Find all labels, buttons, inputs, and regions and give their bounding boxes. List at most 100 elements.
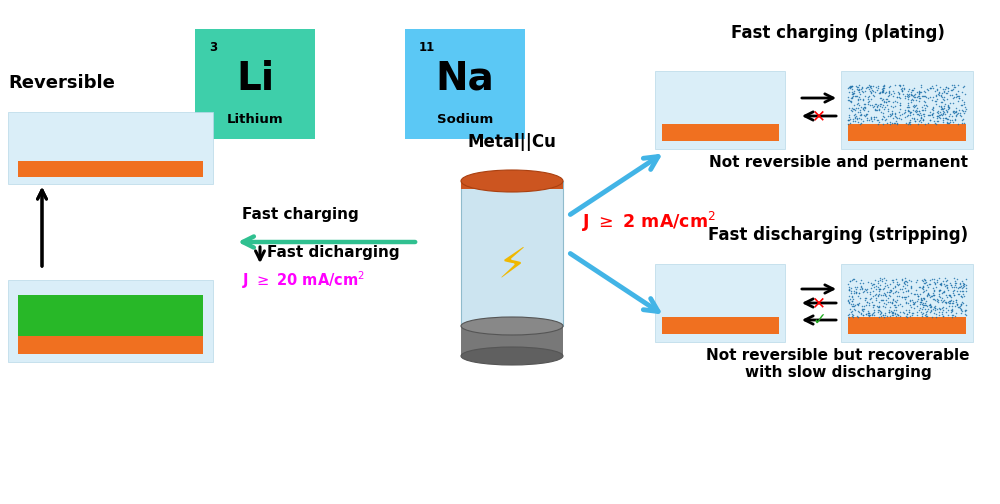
Point <box>845 311 861 319</box>
Point <box>900 119 916 128</box>
Point <box>928 119 944 128</box>
Point <box>845 92 861 100</box>
Point <box>875 302 891 310</box>
Point <box>917 98 933 106</box>
Point <box>876 289 892 297</box>
Point <box>896 309 912 317</box>
Point <box>930 296 946 304</box>
Point <box>880 283 896 291</box>
Point <box>888 116 904 124</box>
Point <box>913 298 929 306</box>
Point <box>926 291 942 299</box>
Point <box>904 91 920 99</box>
Point <box>913 82 929 90</box>
Point <box>917 104 933 112</box>
Point <box>906 93 922 101</box>
Point <box>902 301 918 309</box>
Point <box>875 296 891 304</box>
Point <box>854 84 870 92</box>
Point <box>870 82 886 90</box>
Point <box>871 313 887 321</box>
Point <box>865 309 881 317</box>
Point <box>896 84 912 92</box>
Point <box>919 281 935 289</box>
Point <box>884 309 900 318</box>
Point <box>871 306 887 314</box>
Point <box>894 87 910 95</box>
Point <box>875 84 891 92</box>
Point <box>855 305 871 313</box>
Point <box>901 106 917 114</box>
Point <box>875 86 891 94</box>
Point <box>860 309 876 317</box>
Point <box>909 93 925 101</box>
Point <box>935 114 951 122</box>
Point <box>920 290 936 298</box>
Point <box>913 110 929 118</box>
Point <box>860 83 876 91</box>
Point <box>914 310 930 318</box>
Point <box>906 299 922 307</box>
Point <box>841 113 857 121</box>
Point <box>897 284 913 292</box>
Point <box>934 105 950 113</box>
Point <box>935 297 951 305</box>
Point <box>944 307 960 315</box>
Point <box>926 303 942 311</box>
Point <box>911 107 927 115</box>
Point <box>881 305 897 313</box>
Point <box>931 304 947 312</box>
Point <box>852 279 868 287</box>
Point <box>921 291 937 299</box>
Point <box>901 85 917 93</box>
Point <box>919 312 935 320</box>
Point <box>889 98 905 106</box>
Point <box>881 83 897 91</box>
Point <box>915 302 931 310</box>
Point <box>931 102 947 110</box>
Point <box>909 289 925 297</box>
Point <box>911 87 927 95</box>
Point <box>929 278 945 286</box>
Point <box>927 302 943 310</box>
Point <box>955 283 971 291</box>
Point <box>936 280 952 288</box>
Point <box>858 294 874 302</box>
Point <box>953 300 969 308</box>
Text: Na: Na <box>436 59 494 97</box>
Point <box>891 81 907 89</box>
Point <box>910 119 926 128</box>
Point <box>903 284 919 292</box>
Point <box>896 293 912 301</box>
Point <box>860 107 876 115</box>
Point <box>882 286 898 294</box>
Point <box>850 104 866 112</box>
Point <box>931 111 947 119</box>
Point <box>875 82 891 90</box>
Point <box>926 287 942 295</box>
Point <box>938 281 954 289</box>
Point <box>849 83 865 91</box>
Point <box>898 293 914 301</box>
Point <box>958 281 974 289</box>
Point <box>914 102 930 110</box>
Point <box>929 276 945 284</box>
Point <box>857 285 873 293</box>
Point <box>864 86 880 94</box>
Ellipse shape <box>461 170 563 192</box>
Point <box>844 94 860 102</box>
FancyBboxPatch shape <box>405 29 525 139</box>
Point <box>881 97 897 105</box>
Point <box>894 84 910 92</box>
Point <box>924 105 940 113</box>
Point <box>940 114 956 122</box>
Point <box>889 278 905 286</box>
Point <box>944 299 960 307</box>
Point <box>887 101 903 109</box>
Point <box>903 289 919 297</box>
Point <box>882 109 898 117</box>
Point <box>935 303 951 311</box>
Point <box>928 91 944 99</box>
Point <box>931 113 947 121</box>
Point <box>841 83 857 91</box>
